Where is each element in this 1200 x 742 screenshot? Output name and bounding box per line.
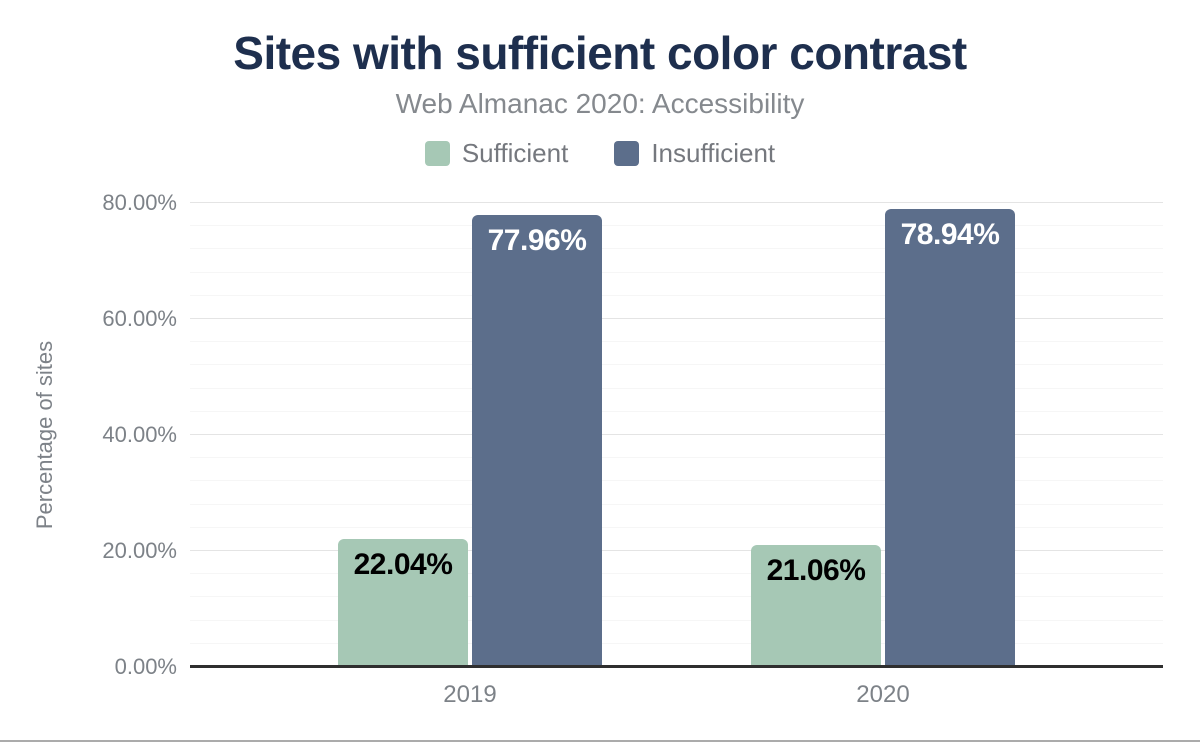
minor-gridline [190,387,1163,389]
x-axis-line [190,665,1163,668]
y-tick-label: 40.00% [102,422,177,447]
x-axis-label-2019: 2019 [443,681,497,708]
legend-item-insufficient: Insufficient [614,138,775,169]
chart-title: Sites with sufficient color contrast [233,27,967,79]
legend-label-insufficient: Insufficient [651,138,776,168]
minor-gridline [190,248,1163,250]
minor-gridline [190,503,1163,505]
bar-value-label: 22.04% [353,548,453,582]
major-gridline [190,318,1163,319]
minor-gridline [190,271,1163,273]
bar-value-label: 21.06% [766,553,866,587]
major-gridline [190,550,1163,551]
y-tick-label: 60.00% [102,306,177,331]
minor-gridline [190,225,1163,227]
chart-subtitle: Web Almanac 2020: Accessibility [395,88,805,119]
y-tick-label: 80.00% [102,190,177,215]
legend-item-sufficient: Sufficient [424,138,569,169]
major-gridline [190,202,1163,203]
legend-label-sufficient: Sufficient [461,138,569,168]
minor-gridline [190,526,1163,528]
minor-gridline [190,341,1163,343]
major-gridline [190,434,1163,435]
legend-swatch-sufficient [424,141,450,166]
minor-gridline [190,480,1163,482]
bar-sufficient-2020[interactable]: 21.06% [751,544,881,667]
plot-area: Percentage of sites 0.00% 20.00% 40.00% 60.… [32,190,1163,708]
minor-gridline [190,294,1163,296]
minor-gridline [190,410,1163,412]
bar-sufficient-2019[interactable]: 22.04% [338,539,468,667]
legend: Sufficient Insufficient [0,138,1200,169]
y-axis-title: Percentage of sites [32,340,57,530]
bar-value-label: 77.96% [487,223,587,257]
bar-insufficient-2020[interactable]: 78.94% [885,209,1015,667]
minor-gridline [190,573,1163,575]
bar-insufficient-2019[interactable]: 77.96% [472,214,602,667]
minor-gridline [190,619,1163,621]
minor-gridline [190,596,1163,598]
x-axis-label-2020: 2020 [856,681,910,708]
minor-gridline [190,457,1163,459]
page-bottom-border [0,740,1200,742]
y-tick-label: 20.00% [102,538,177,563]
minor-gridline [190,642,1163,644]
y-tick-label: 0.00% [114,654,177,679]
minor-gridline [190,364,1163,366]
legend-swatch-insufficient [614,141,640,166]
bar-value-label: 78.94% [900,218,1000,252]
